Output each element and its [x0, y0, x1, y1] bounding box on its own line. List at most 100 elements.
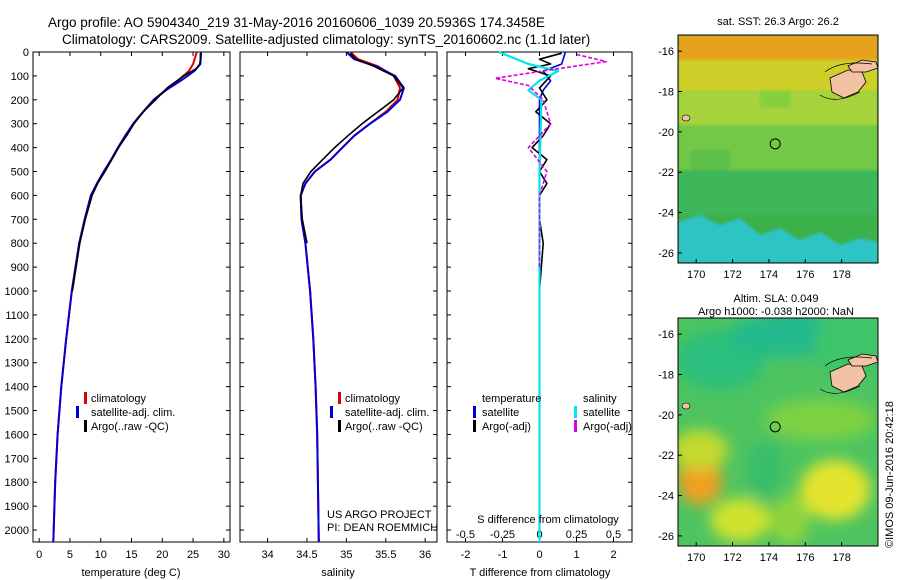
depth-tick-label: 900	[11, 262, 29, 274]
diff-xlabel-bottom: T difference from climatology	[470, 567, 611, 579]
legend-s-argo: Argo(-adj)	[583, 421, 632, 433]
x-tick-label: 35.5	[375, 549, 396, 561]
map-lon-tick: 170	[687, 269, 705, 281]
temperature-legend: climatology satellite-adj. clim. Argo(..…	[76, 392, 175, 433]
x-tick-label: 35	[340, 549, 352, 561]
legend-t-satellite: satellite	[482, 407, 519, 419]
sst-map-title: sat. SST: 26.3 Argo: 26.2	[717, 16, 839, 28]
depth-tick-label: 1900	[5, 501, 29, 513]
salinity-panel	[239, 51, 438, 543]
x-tick-label: 0	[36, 549, 42, 561]
x-top-tick-label: -0.5	[456, 529, 475, 541]
x-tick-label: 5	[67, 549, 73, 561]
depth-tick-label: 1000	[5, 286, 29, 298]
depth-tick-label: 600	[11, 190, 29, 202]
depth-tick-label: 1800	[5, 477, 29, 489]
sla-map: 170 172 174 176 178 -16 -18 -20 -22 -24 -26	[658, 317, 879, 564]
x-tick-label: 2	[610, 549, 616, 561]
figure-title-line2: Climatology: CARS2009. Satellite-adjuste…	[62, 32, 590, 47]
map-lat-tick: -18	[658, 369, 674, 381]
legend-climatology: climatology	[345, 393, 401, 405]
land-patch	[829, 69, 867, 99]
map-lat-tick: -20	[658, 410, 674, 422]
depth-tick-label: 200	[11, 95, 29, 107]
depth-tick-label: 100	[11, 71, 29, 83]
x-top-tick-label: 0.25	[566, 529, 587, 541]
series-line	[71, 53, 202, 292]
argo-position-marker	[769, 138, 781, 150]
sla-map-title-1: Altim. SLA: 0.049	[734, 293, 819, 305]
legend-climatology: climatology	[91, 393, 147, 405]
lines-layer	[52, 50, 607, 543]
series-line	[494, 53, 607, 268]
depth-tick-label: 500	[11, 167, 29, 179]
x-tick-label: 15	[125, 549, 137, 561]
map-lon-tick: 178	[832, 269, 850, 281]
map-lat-tick: -20	[658, 127, 674, 139]
map-lon-tick: 176	[796, 269, 814, 281]
depth-tick-label: 1400	[5, 382, 29, 394]
depth-tick-label: 800	[11, 238, 29, 250]
x-tick-label: 20	[156, 549, 168, 561]
map-lon-tick: 178	[832, 552, 850, 564]
legend-header-salinity: salinity	[583, 393, 617, 405]
map-lon-tick: 176	[796, 552, 814, 564]
project-name: US ARGO PROJECT	[327, 509, 432, 521]
x-tick-label: 25	[187, 549, 199, 561]
series-line	[498, 50, 560, 542]
map-lat-tick: -16	[658, 46, 674, 58]
series-line	[299, 52, 404, 244]
depth-tick-label: 0	[23, 47, 29, 59]
salinity-legend: climatology satellite-adj. clim. Argo(..…	[330, 392, 429, 433]
map-lon-tick: 174	[760, 269, 778, 281]
map-lon-tick: 170	[687, 552, 705, 564]
legend-header-temperature: temperature	[482, 393, 541, 405]
map-lat-tick: -24	[658, 491, 674, 503]
x-tick-label: 34	[261, 549, 273, 561]
map-lat-tick: -26	[658, 531, 674, 543]
map-lat-tick: -22	[658, 167, 674, 179]
map-lat-tick: -22	[658, 450, 674, 462]
depth-tick-label: 400	[11, 143, 29, 155]
depth-tick-label: 700	[11, 214, 29, 226]
map-lon-tick: 172	[723, 269, 741, 281]
x-tick-label: 34.5	[296, 549, 317, 561]
map-lat-tick: -26	[658, 248, 674, 260]
map-lat-tick: -18	[658, 86, 674, 98]
map-lon-tick: 172	[723, 552, 741, 564]
project-pi: PI: DEAN ROEMMICH	[327, 522, 438, 534]
depth-tick-label: 1100	[5, 310, 29, 322]
depth-tick-label: 300	[11, 119, 29, 131]
depth-tick-label: 1500	[5, 406, 29, 418]
series-line	[299, 51, 405, 543]
sst-map: 170 172 174 176 178 -16 -18 -20 -22 -24 -26	[658, 34, 879, 281]
diff-xlabel-top: S difference from climatology	[477, 514, 619, 526]
map-lat-tick: -16	[658, 329, 674, 341]
x-top-tick-label: -0.25	[490, 529, 515, 541]
depth-tick-label: 1700	[5, 453, 29, 465]
depth-tick-label: 1200	[5, 334, 29, 346]
axes-layer: 0100200300400500600700800900100011001200…	[5, 47, 632, 561]
temperature-xlabel: temperature (deg C)	[81, 567, 180, 579]
legend-s-satellite: satellite	[583, 407, 620, 419]
x-tick-label: -1	[498, 549, 508, 561]
x-tick-label: -2	[461, 549, 471, 561]
legend-t-argo: Argo(-adj)	[482, 421, 531, 433]
temperature-panel	[32, 51, 231, 543]
x-tick-label: 1	[573, 549, 579, 561]
argo-position-marker	[769, 421, 781, 433]
map-lat-tick: -24	[658, 208, 674, 220]
legend-argo: Argo(..raw -QC)	[91, 421, 169, 433]
x-tick-label: 36	[419, 549, 431, 561]
depth-tick-label: 1600	[5, 429, 29, 441]
figure-title-line1: Argo profile: AO 5904340_219 31-May-2016…	[48, 15, 545, 30]
x-top-tick-label: 0.5	[606, 529, 621, 541]
x-tick-label: 30	[218, 549, 230, 561]
imos-watermark: ©IMOS 09-Jun-2016 20:42:18	[884, 401, 896, 548]
sla-map-title-2: Argo h1000: -0.038 h2000: NaN	[698, 306, 854, 318]
legend-satellite: satellite-adj. clim.	[345, 407, 429, 419]
map-lon-tick: 174	[760, 552, 778, 564]
x-tick-label: 10	[95, 549, 107, 561]
land-patch	[829, 363, 867, 393]
